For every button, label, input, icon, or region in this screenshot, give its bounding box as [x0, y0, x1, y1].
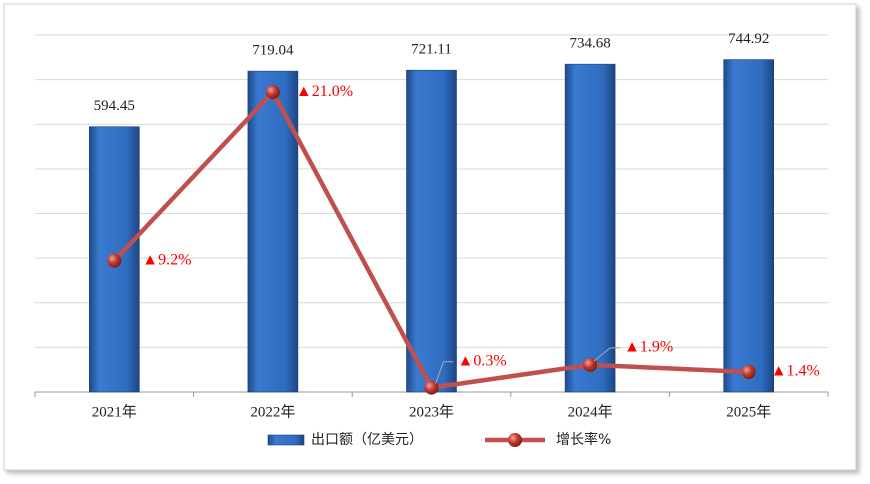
bar	[723, 59, 775, 393]
bar	[406, 69, 457, 393]
legend-marker	[508, 433, 522, 447]
bar-value-label: 744.92	[728, 31, 769, 47]
line-marker	[583, 357, 598, 372]
legend-swatch	[267, 434, 305, 446]
x-tick-label: 2021年	[92, 403, 137, 420]
bar-value-label: 594.45	[94, 98, 135, 114]
legend-label: 出口额（亿美元）	[311, 432, 423, 448]
line-value-label: ▲1.9%	[624, 339, 673, 356]
line-value-label: ▲9.2%	[142, 251, 191, 268]
line-value-label: ▲0.3%	[458, 352, 507, 369]
bar-value-label: 719.04	[252, 43, 294, 59]
plot: 2021年 2022年 2023年 2024年 2025年 594.45 719.04 721…	[34, 31, 829, 448]
line-marker	[424, 380, 439, 395]
line-marker	[107, 253, 122, 268]
bar-value-label: 734.68	[569, 36, 610, 52]
x-tick-label: 2022年	[250, 403, 295, 420]
line-marker	[265, 85, 280, 100]
bar	[564, 63, 616, 393]
bar-value-label: 721.11	[411, 42, 452, 58]
bar	[247, 70, 299, 393]
x-tick-label: 2024年	[568, 403, 613, 420]
leader-line	[593, 347, 621, 362]
leader-line	[435, 361, 454, 384]
x-tick-label: 2023年	[409, 403, 454, 420]
line-marker	[741, 365, 756, 380]
x-tick-label: 2025年	[726, 403, 771, 420]
line-value-label: ▲1.4%	[771, 363, 820, 380]
line-value-label: ▲21.0%	[296, 83, 353, 100]
legend-label: 增长率%	[556, 431, 611, 448]
